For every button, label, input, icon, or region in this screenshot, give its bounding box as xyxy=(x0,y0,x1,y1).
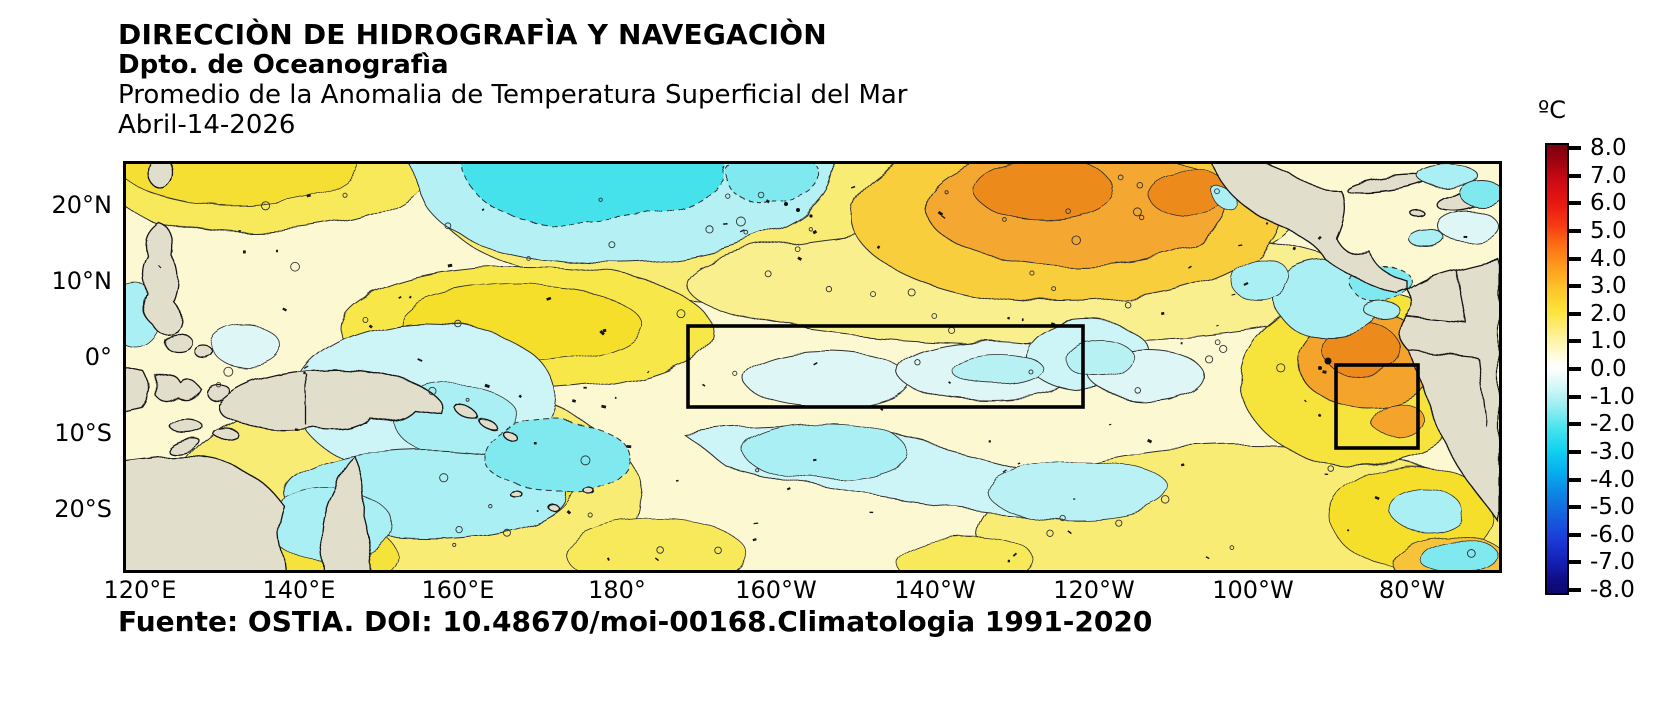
equatorial-monitoring-box xyxy=(686,324,1085,409)
colorbar-tick-label: -7.0 xyxy=(1590,549,1635,576)
colorbar-tick-label: -3.0 xyxy=(1590,438,1635,465)
colorbar-tick-label: 0.0 xyxy=(1590,356,1627,382)
colorbar-tick-label: 1.0 xyxy=(1590,328,1627,355)
x-tick-label: 180° xyxy=(588,576,646,604)
island-specks xyxy=(784,202,1332,370)
colorbar-tick-label: -6.0 xyxy=(1590,521,1635,548)
colorbar-tick-mark xyxy=(1567,146,1581,150)
colorbar-tick-label: -1.0 xyxy=(1590,383,1635,410)
colorbar-tick-mark xyxy=(1567,505,1581,510)
figure-subtitle: Promedio de la Anomalia de Temperatura S… xyxy=(118,80,908,110)
figure-date: Abril-14-2026 xyxy=(118,110,296,140)
colorbar-tick-label: 7.0 xyxy=(1590,162,1627,189)
colorbar-tick-label: 2.0 xyxy=(1590,300,1627,327)
warm-anomaly-layer xyxy=(126,164,1499,570)
colorbar-tick-mark xyxy=(1567,560,1581,565)
contour-speckles xyxy=(158,174,1476,563)
dept-title: Dpto. de Oceanografìa xyxy=(118,50,449,80)
colorbar-tick-mark xyxy=(1567,173,1581,178)
colorbar-tick-mark xyxy=(1567,311,1581,316)
colorbar xyxy=(1545,143,1569,595)
colorbar-tick-label: 6.0 xyxy=(1590,190,1627,217)
cool-anomaly-layer xyxy=(126,164,1499,570)
y-tick-label: 20°S xyxy=(54,495,112,523)
x-tick-label: 100°W xyxy=(1212,576,1294,604)
x-tick-label: 140°W xyxy=(894,576,976,604)
colorbar-tick-label: 4.0 xyxy=(1590,245,1627,272)
peru-coast-monitoring-box xyxy=(1334,363,1420,450)
caribbean-cool-layer xyxy=(1363,164,1499,319)
colorbar-tick-label: 5.0 xyxy=(1590,217,1627,244)
y-tick-label: 0° xyxy=(84,343,112,371)
map-plot-area xyxy=(123,161,1502,573)
y-tick-label: 10°N xyxy=(51,267,113,295)
colorbar-tick-mark xyxy=(1567,367,1581,371)
colorbar-tick-mark xyxy=(1567,201,1581,206)
colorbar-tick-mark xyxy=(1567,394,1581,399)
org-title: DIRECCIÒN DE HIDROGRAFÌA Y NAVEGACIÒN xyxy=(118,18,827,51)
x-tick-label: 120°E xyxy=(103,576,177,604)
colorbar-units-label: ºC xyxy=(1538,96,1567,124)
colorbar-tick-mark xyxy=(1567,588,1581,592)
colorbar-tick-mark xyxy=(1567,532,1581,537)
sst-anomaly-map xyxy=(126,164,1499,570)
colorbar-tick-mark xyxy=(1567,256,1581,261)
colorbar-tick-label: 8.0 xyxy=(1590,135,1627,161)
x-tick-label: 80°W xyxy=(1378,576,1446,604)
x-tick-label: 160°W xyxy=(735,576,817,604)
land-layer xyxy=(126,164,1499,570)
colorbar-tick-mark xyxy=(1567,339,1581,344)
y-tick-label: 10°S xyxy=(54,419,112,447)
colorbar-tick-label: -2.0 xyxy=(1590,411,1635,438)
colorbar-tick-mark xyxy=(1567,477,1581,482)
x-tick-label: 140°E xyxy=(262,576,336,604)
title-block: DIRECCIÒN DE HIDROGRAFÌA Y NAVEGACIÒN Dp… xyxy=(118,18,908,141)
colorbar-tick-label: 3.0 xyxy=(1590,273,1627,300)
colorbar-tick-label: -4.0 xyxy=(1590,466,1635,493)
x-tick-label: 160°E xyxy=(421,576,495,604)
colorbar-tick-mark xyxy=(1567,228,1581,233)
source-attribution: Fuente: OSTIA. DOI: 10.48670/moi-00168.C… xyxy=(118,605,1153,638)
y-tick-label: 20°N xyxy=(51,191,113,219)
colorbar-tick-mark xyxy=(1567,284,1581,289)
colorbar-tick-label: -8.0 xyxy=(1590,577,1635,603)
colorbar-tick-label: -5.0 xyxy=(1590,494,1635,521)
colorbar-tick-mark xyxy=(1567,449,1581,454)
x-tick-label: 120°W xyxy=(1053,576,1135,604)
colorbar-tick-mark xyxy=(1567,422,1581,427)
